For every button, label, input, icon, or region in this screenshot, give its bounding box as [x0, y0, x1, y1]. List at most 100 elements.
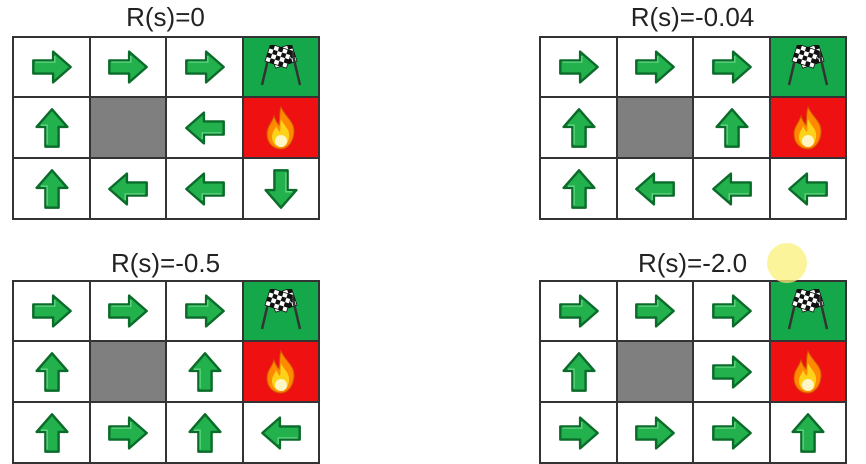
grid-cell [541, 98, 618, 159]
grid-cell [167, 282, 244, 342]
policy-grid [539, 280, 847, 464]
grid-cell [91, 403, 167, 464]
arrow-right-icon [30, 45, 74, 89]
grid-cell [694, 403, 771, 464]
arrow-right-icon [633, 289, 677, 333]
grid-cell [244, 159, 320, 220]
arrow-up-icon [30, 106, 74, 150]
arrow-left-icon [786, 167, 830, 211]
grid-cell [91, 38, 167, 98]
fire-icon [261, 105, 301, 151]
wall-cell [91, 98, 167, 159]
arrow-right-icon [633, 411, 677, 455]
arrow-right-icon [557, 45, 601, 89]
grid-cell [541, 342, 618, 403]
grid-cell [167, 38, 244, 98]
fire-cell [771, 342, 847, 403]
checkered-flags-icon [248, 45, 314, 89]
panel-title: R(s)=-0.04 [630, 2, 755, 32]
grid-cell [618, 403, 694, 464]
arrow-up-icon [30, 411, 74, 455]
grid-cell [167, 98, 244, 159]
arrow-up-icon [557, 350, 601, 394]
arrow-up-icon [183, 350, 227, 394]
arrow-down-icon [259, 167, 303, 211]
grid-cell [541, 38, 618, 98]
fire-icon [788, 105, 828, 151]
policy-grid [12, 36, 320, 220]
arrow-up-icon [710, 106, 754, 150]
grid-cell [244, 403, 320, 464]
arrow-left-icon [183, 106, 227, 150]
grid-cell [541, 403, 618, 464]
grid-cell [14, 38, 91, 98]
grid-cell [91, 282, 167, 342]
fire-cell [244, 98, 320, 159]
arrow-right-icon [106, 289, 150, 333]
fire-cell [771, 98, 847, 159]
arrow-right-icon [557, 411, 601, 455]
grid-cell [771, 159, 847, 220]
grid-cell [618, 282, 694, 342]
policy-grid [12, 280, 320, 464]
arrow-right-icon [710, 289, 754, 333]
panel-title: R(s)=-2.0 [637, 248, 748, 278]
arrow-left-icon [633, 167, 677, 211]
arrow-right-icon [633, 45, 677, 89]
arrow-up-icon [557, 167, 601, 211]
grid-cell [14, 282, 91, 342]
arrow-up-icon [557, 106, 601, 150]
arrow-left-icon [106, 167, 150, 211]
wall-cell [91, 342, 167, 403]
arrow-right-icon [183, 289, 227, 333]
arrow-right-icon [710, 350, 754, 394]
grid-cell [618, 38, 694, 98]
arrow-up-icon [786, 411, 830, 455]
wall-cell [618, 98, 694, 159]
wall-cell [618, 342, 694, 403]
grid-cell [694, 38, 771, 98]
panel-title: R(s)=-0.5 [110, 248, 221, 278]
checkered-flags-icon [775, 45, 841, 89]
fire-icon [788, 349, 828, 395]
cursor-highlight [767, 243, 807, 283]
grid-cell [14, 403, 91, 464]
arrow-right-icon [710, 411, 754, 455]
fire-cell [244, 342, 320, 403]
arrow-left-icon [183, 167, 227, 211]
arrow-right-icon [183, 45, 227, 89]
grid-cell [167, 403, 244, 464]
grid-cell [618, 159, 694, 220]
grid-cell [694, 342, 771, 403]
grid-cell [91, 159, 167, 220]
grid-cell [541, 282, 618, 342]
arrow-right-icon [557, 289, 601, 333]
policy-grid [539, 36, 847, 220]
goal-cell [771, 38, 847, 98]
arrow-left-icon [710, 167, 754, 211]
panel-title: R(s)=0 [126, 2, 205, 32]
arrow-right-icon [710, 45, 754, 89]
arrow-up-icon [30, 350, 74, 394]
goal-cell [244, 38, 320, 98]
arrow-right-icon [106, 45, 150, 89]
grid-cell [694, 282, 771, 342]
arrow-up-icon [30, 167, 74, 211]
grid-cell [167, 159, 244, 220]
arrow-right-icon [106, 411, 150, 455]
grid-cell [694, 159, 771, 220]
grid-cell [14, 342, 91, 403]
arrow-left-icon [259, 411, 303, 455]
arrow-right-icon [30, 289, 74, 333]
checkered-flags-icon [775, 289, 841, 333]
grid-cell [14, 98, 91, 159]
grid-cell [14, 159, 91, 220]
fire-icon [261, 349, 301, 395]
arrow-up-icon [183, 411, 227, 455]
goal-cell [244, 282, 320, 342]
grid-cell [541, 159, 618, 220]
goal-cell [771, 282, 847, 342]
grid-cell [771, 403, 847, 464]
checkered-flags-icon [248, 289, 314, 333]
grid-cell [167, 342, 244, 403]
